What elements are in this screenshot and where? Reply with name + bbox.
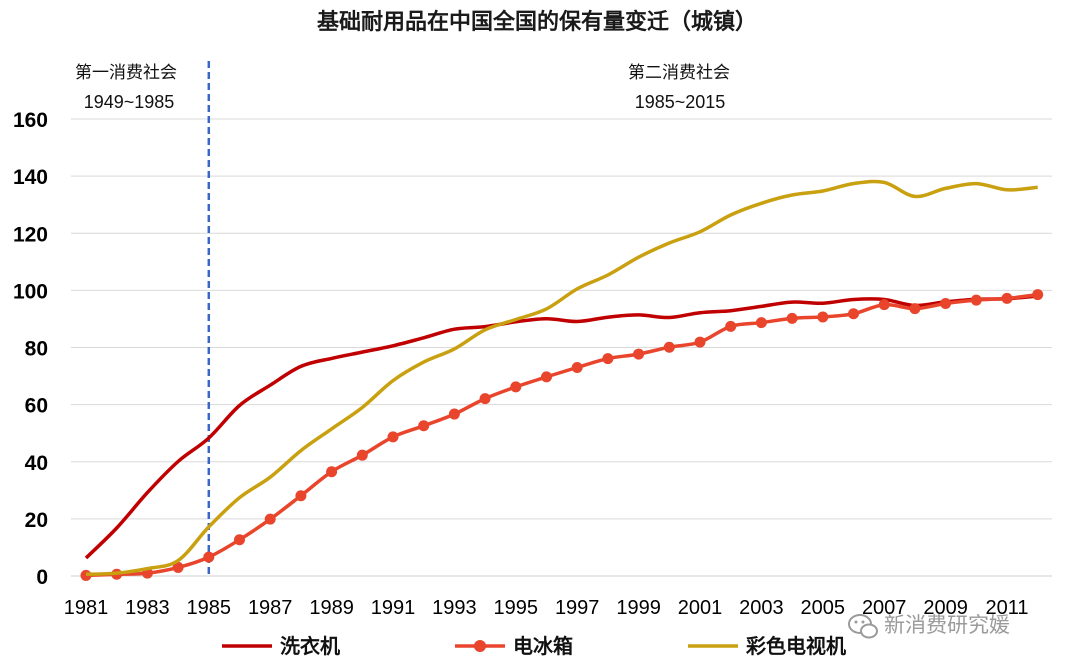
data-point-fridge [663, 341, 675, 353]
x-tick-label: 1993 [432, 597, 477, 619]
era2-years: 1985~2015 [635, 92, 726, 112]
legend: 洗衣机 电冰箱 彩色电视机 [222, 634, 846, 658]
data-point-fridge [172, 561, 184, 573]
wechat-icon [848, 614, 878, 639]
y-tick-label: 100 [13, 280, 48, 303]
x-tick-label: 1999 [616, 597, 661, 619]
watermark-text: 新消费研究媛 [884, 613, 1010, 637]
series-line-fridge [85, 292, 1038, 578]
series-line-washer [84, 294, 1038, 560]
legend-label-washer: 洗衣机 [280, 634, 340, 658]
legend-marker-fridge [474, 640, 486, 652]
y-tick-label: 160 [13, 109, 48, 132]
legend-label-tv: 彩色电视机 [745, 634, 846, 658]
data-point-fridge [387, 431, 399, 443]
legend-label-fridge: 电冰箱 [513, 634, 573, 658]
x-tick-label: 1989 [309, 597, 354, 619]
data-point-fridge [725, 320, 737, 332]
x-tick-label: 1985 [187, 597, 232, 619]
data-point-fridge [633, 348, 645, 360]
data-point-fridge [448, 408, 460, 420]
data-point-fridge [541, 371, 552, 383]
x-tick-label: 2009 [923, 597, 968, 619]
x-tick-label: 2001 [678, 597, 723, 619]
data-point-fridge [1032, 289, 1044, 301]
data-point-fridge [264, 513, 276, 525]
x-tick-label: 1981 [64, 597, 109, 619]
data-point-fridge [755, 317, 767, 329]
x-tick-label: 1997 [555, 597, 600, 619]
data-point-fridge [295, 490, 307, 502]
x-tick-label: 1987 [248, 597, 293, 619]
y-axis-ticks: 0 20 40 60 80 100 120 140 160 [13, 109, 48, 589]
data-point-fridge [510, 381, 522, 393]
data-point-fridge [203, 551, 215, 563]
series-line-tv [85, 179, 1038, 577]
data-point-fridge [940, 298, 952, 310]
data-point-fridge [571, 361, 583, 373]
y-tick-label: 80 [25, 338, 48, 361]
x-axis-ticks: 1981 1983 1985 1987 1989 1991 1993 1995 1997 1999… [64, 597, 1029, 619]
x-tick-label: 1983 [125, 597, 170, 619]
data-point-fridge [602, 353, 614, 365]
y-tick-label: 40 [25, 452, 48, 475]
data-point-fridge [848, 308, 859, 320]
x-tick-label: 2011 [985, 597, 1028, 619]
data-point-fridge [970, 294, 982, 306]
data-point-fridge [878, 299, 890, 311]
x-tick-label: 2005 [801, 597, 846, 619]
x-tick-label: 2003 [739, 597, 784, 619]
chart-title: 基础耐用品在中国全国的保有量变迁（城镇） [317, 9, 757, 35]
y-tick-label: 0 [36, 566, 48, 589]
data-point-fridge [786, 312, 798, 324]
data-point-fridge [326, 466, 338, 478]
era2-label: 第二消费社会 [628, 63, 730, 83]
era1-label: 第一消费社会 [75, 63, 177, 83]
data-point-fridge [234, 534, 245, 546]
data-point-fridge [909, 303, 921, 315]
y-tick-label: 20 [25, 509, 48, 532]
x-tick-label: 2007 [862, 597, 907, 619]
data-point-fridge [694, 336, 706, 348]
x-tick-label: 1991 [371, 597, 416, 619]
data-point-fridge [817, 311, 829, 323]
y-tick-label: 120 [13, 223, 48, 246]
y-tick-label: 60 [25, 395, 48, 418]
era1-years: 1949~1985 [84, 92, 175, 112]
data-point-fridge [1001, 292, 1013, 304]
data-point-fridge [418, 420, 430, 432]
y-tick-label: 140 [13, 166, 48, 189]
data-point-fridge [356, 449, 368, 461]
series-group [80, 179, 1044, 581]
x-tick-label: 1995 [494, 597, 539, 619]
data-point-fridge [479, 393, 491, 405]
gridlines [71, 118, 1052, 520]
watermark: 新消费研究媛 [848, 613, 1010, 639]
